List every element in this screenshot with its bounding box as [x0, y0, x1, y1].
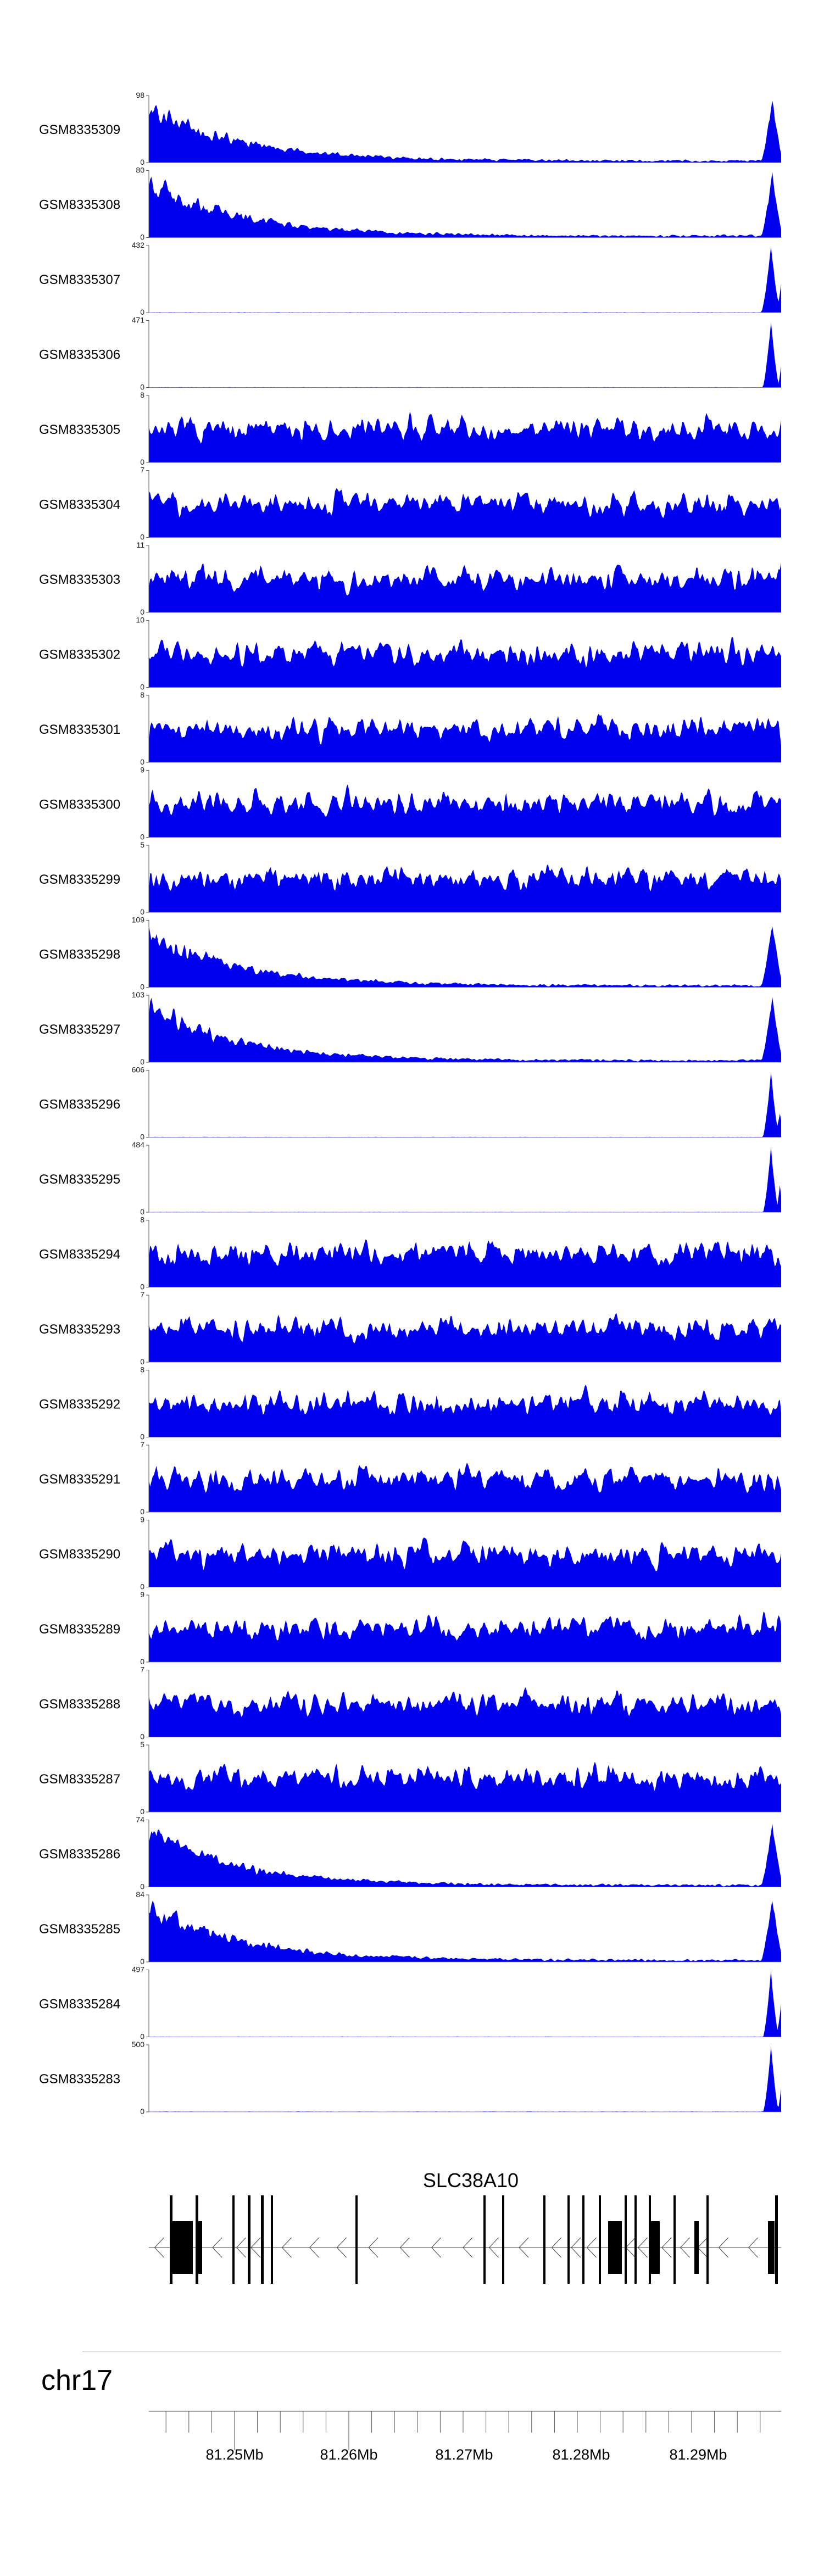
svg-text:GSM8335290: GSM8335290	[39, 1547, 120, 1562]
svg-text:471: 471	[132, 316, 145, 325]
svg-text:497: 497	[132, 1965, 145, 1974]
svg-text:7: 7	[140, 1440, 144, 1449]
svg-text:GSM8335302: GSM8335302	[39, 648, 120, 662]
svg-text:7: 7	[140, 466, 144, 475]
svg-text:GSM8335297: GSM8335297	[39, 1022, 120, 1037]
svg-text:GSM8335283: GSM8335283	[39, 2072, 120, 2087]
svg-text:GSM8335303: GSM8335303	[39, 572, 120, 587]
svg-text:8: 8	[140, 690, 144, 699]
svg-text:GSM8335299: GSM8335299	[39, 872, 120, 887]
svg-text:GSM8335300: GSM8335300	[39, 798, 120, 812]
svg-text:7: 7	[140, 1665, 144, 1674]
svg-text:8: 8	[140, 391, 144, 399]
svg-text:98: 98	[136, 91, 144, 99]
svg-text:11: 11	[136, 540, 144, 549]
svg-text:chr17: chr17	[41, 2365, 113, 2396]
svg-text:GSM8335308: GSM8335308	[39, 198, 120, 213]
svg-text:0: 0	[140, 2107, 144, 2116]
svg-text:81.25Mb: 81.25Mb	[205, 2446, 263, 2463]
svg-text:109: 109	[132, 916, 145, 924]
svg-text:GSM8335284: GSM8335284	[39, 1997, 120, 2012]
svg-text:484: 484	[132, 1140, 145, 1149]
svg-text:GSM8335307: GSM8335307	[39, 272, 120, 287]
svg-text:84: 84	[136, 1890, 144, 1899]
svg-text:9: 9	[140, 1515, 144, 1524]
svg-text:103: 103	[132, 990, 145, 999]
svg-text:GSM8335288: GSM8335288	[39, 1697, 120, 1712]
svg-text:GSM8335286: GSM8335286	[39, 1847, 120, 1862]
svg-text:432: 432	[132, 241, 145, 249]
svg-text:8: 8	[140, 1365, 144, 1374]
svg-text:7: 7	[140, 1290, 144, 1299]
svg-text:8: 8	[140, 1215, 144, 1224]
svg-text:81.27Mb: 81.27Mb	[435, 2446, 493, 2463]
svg-text:GSM8335287: GSM8335287	[39, 1772, 120, 1787]
svg-text:GSM8335293: GSM8335293	[39, 1322, 120, 1337]
svg-text:GSM8335304: GSM8335304	[39, 498, 120, 512]
svg-text:GSM8335295: GSM8335295	[39, 1172, 120, 1187]
svg-text:5: 5	[140, 840, 144, 849]
svg-text:74: 74	[136, 1815, 144, 1824]
svg-text:81.28Mb: 81.28Mb	[552, 2446, 610, 2463]
svg-text:80: 80	[136, 166, 144, 175]
svg-text:GSM8335309: GSM8335309	[39, 122, 120, 137]
svg-text:GSM8335306: GSM8335306	[39, 348, 120, 363]
svg-text:GSM8335301: GSM8335301	[39, 722, 120, 737]
svg-text:GSM8335291: GSM8335291	[39, 1472, 120, 1487]
svg-text:GSM8335298: GSM8335298	[39, 947, 120, 962]
svg-text:9: 9	[140, 1590, 144, 1599]
svg-text:10: 10	[136, 616, 144, 625]
svg-text:GSM8335305: GSM8335305	[39, 422, 120, 437]
svg-text:81.29Mb: 81.29Mb	[669, 2446, 727, 2463]
svg-text:SLC38A10: SLC38A10	[423, 2169, 519, 2192]
svg-text:5: 5	[140, 1740, 144, 1749]
svg-text:GSM8335292: GSM8335292	[39, 1397, 120, 1412]
svg-text:9: 9	[140, 766, 144, 774]
svg-text:81.26Mb: 81.26Mb	[320, 2446, 377, 2463]
svg-text:500: 500	[132, 2040, 145, 2049]
svg-text:GSM8335296: GSM8335296	[39, 1097, 120, 1112]
svg-text:GSM8335285: GSM8335285	[39, 1922, 120, 1937]
svg-text:GSM8335294: GSM8335294	[39, 1247, 120, 1262]
svg-text:606: 606	[132, 1066, 145, 1074]
svg-text:GSM8335289: GSM8335289	[39, 1622, 120, 1637]
